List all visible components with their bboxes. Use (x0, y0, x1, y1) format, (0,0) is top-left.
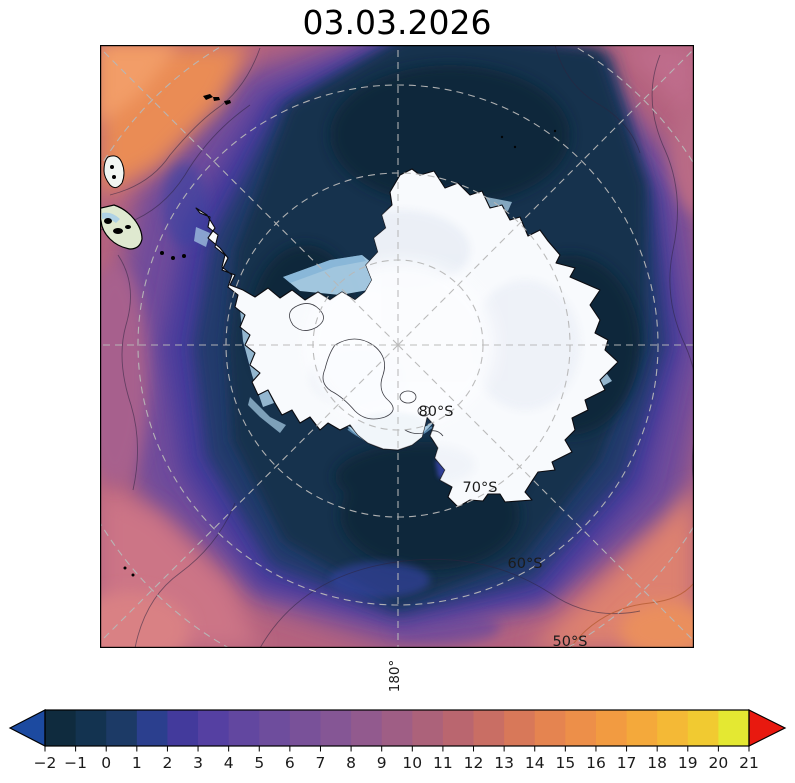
svg-text:6: 6 (285, 754, 295, 772)
svg-text:18: 18 (647, 754, 667, 772)
lon-label-180: 180° (387, 659, 403, 693)
isotherm-contours (100, 45, 694, 648)
svg-text:4: 4 (224, 754, 234, 772)
sst-map: 80°S 70°S 60°S 50°S (100, 45, 694, 648)
colorbar-over-arrow (748, 709, 787, 747)
svg-text:16: 16 (586, 754, 606, 772)
colorbar-ticks (44, 746, 750, 752)
svg-text:−1: −1 (64, 754, 87, 772)
map-border (100, 45, 694, 648)
warm-contour (569, 582, 694, 648)
svg-text:0: 0 (101, 754, 111, 772)
graticule (100, 45, 694, 648)
colorbar: −2 −1 0 1 2 3 4 5 6 7 8 9 10 11 12 13 14 15 16 17 18 19 20 21 (8, 709, 787, 772)
svg-text:10: 10 (402, 754, 422, 772)
svg-text:19: 19 (678, 754, 698, 772)
svg-text:7: 7 (316, 754, 326, 772)
svg-text:11: 11 (433, 754, 453, 772)
lat-label-50s: 50°S (553, 634, 588, 648)
figure-title: 03.03.2026 (302, 3, 492, 42)
colorbar-under-arrow (8, 709, 46, 747)
svg-text:3: 3 (193, 754, 203, 772)
colorbar-segments (45, 710, 750, 746)
map-panel: 80°S 70°S 60°S 50°S (100, 45, 694, 648)
lat-label-60s: 60°S (508, 556, 543, 572)
svg-text:2: 2 (162, 754, 172, 772)
colorbar-tick-labels: −2 −1 0 1 2 3 4 5 6 7 8 9 10 11 12 13 14 15 16 17 18 19 20 21 (34, 754, 759, 772)
svg-text:17: 17 (617, 754, 637, 772)
lat-label-80s: 80°S (419, 404, 454, 420)
svg-text:14: 14 (525, 754, 545, 772)
lat-label-70s: 70°S (463, 480, 498, 496)
colorbar-outline (44, 709, 750, 747)
svg-text:−2: −2 (34, 754, 57, 772)
svg-text:15: 15 (555, 754, 575, 772)
svg-text:1: 1 (132, 754, 142, 772)
svg-text:13: 13 (494, 754, 514, 772)
svg-text:9: 9 (377, 754, 387, 772)
svg-text:20: 20 (709, 754, 729, 772)
latitude-labels: 80°S 70°S 60°S 50°S (419, 404, 588, 648)
subantarctic-islands (100, 94, 557, 577)
svg-text:8: 8 (346, 754, 356, 772)
svg-text:12: 12 (464, 754, 484, 772)
svg-text:21: 21 (739, 754, 759, 772)
svg-text:5: 5 (254, 754, 264, 772)
